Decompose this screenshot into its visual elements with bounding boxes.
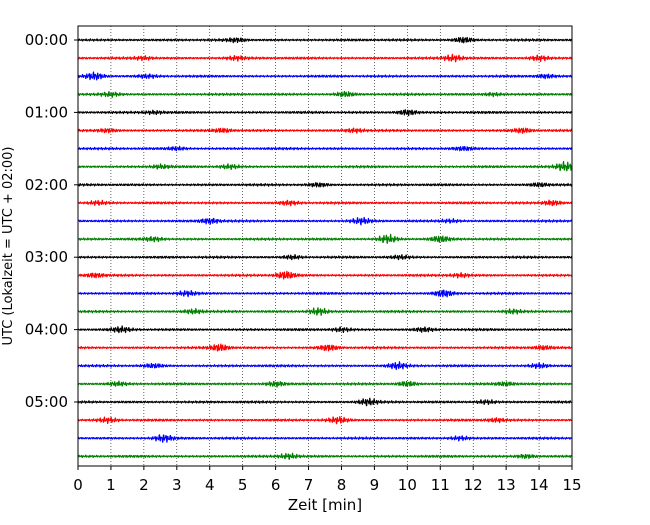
trace-0545: [77, 452, 573, 460]
x-tick-label-7: 7: [304, 476, 314, 494]
trace-0330: [77, 289, 573, 298]
x-tick-label-5: 5: [238, 476, 248, 494]
y-tick-label-5: 05:00: [25, 393, 68, 411]
trace-0045: [77, 90, 573, 98]
trace-0030: [77, 71, 573, 81]
trace-0200: [77, 182, 573, 188]
trace-layer: [77, 36, 573, 460]
y-tick-label-1: 01:00: [25, 103, 68, 121]
trace-0315: [77, 270, 573, 280]
y-tick-label-0: 00:00: [25, 31, 68, 49]
x-tick-label-14: 14: [530, 476, 549, 494]
x-tick-label-12: 12: [464, 476, 483, 494]
x-tick-label-9: 9: [370, 476, 380, 494]
trace-0215: [77, 199, 573, 207]
trace-0445: [77, 380, 573, 388]
trace-0400: [77, 325, 573, 334]
y-tick-label-4: 04:00: [25, 321, 68, 339]
x-tick-label-4: 4: [205, 476, 215, 494]
trace-0300: [77, 253, 573, 261]
trace-0515: [77, 416, 573, 425]
trace-0145: [77, 160, 573, 172]
trace-0430: [77, 361, 573, 371]
trace-0000: [77, 36, 573, 44]
x-tick-label-1: 1: [106, 476, 116, 494]
x-tick-label-3: 3: [172, 476, 182, 494]
x-tick-label-6: 6: [271, 476, 281, 494]
x-axis: 0 1 2 3 4 5 6 7 8 9 10 11 12 13 14 15: [73, 466, 582, 494]
y-axis: 00:00 01:00 02:00 03:00 04:00 05:00: [25, 31, 78, 411]
trace-0530: [77, 434, 573, 443]
trace-0245: [77, 233, 573, 244]
trace-0015: [77, 53, 573, 63]
trace-0415: [77, 343, 573, 352]
y-tick-label-3: 03:00: [25, 248, 68, 266]
x-tick-label-2: 2: [139, 476, 149, 494]
x-tick-label-13: 13: [497, 476, 516, 494]
trace-0230: [77, 216, 573, 226]
grid-layer: [110, 26, 540, 466]
y-tick-label-2: 02:00: [25, 176, 68, 194]
plot-frame: [77, 25, 573, 467]
plot-background: [78, 26, 572, 466]
x-tick-label-8: 8: [337, 476, 347, 494]
x-axis-label: Zeit [min]: [288, 496, 362, 514]
trace-0100: [77, 109, 573, 117]
x-tick-label-11: 11: [431, 476, 450, 494]
trace-0345: [77, 307, 573, 316]
trace-0115: [77, 127, 573, 134]
y-axis-label: UTC (Lokalzeit = UTC + 02:00): [1, 147, 16, 346]
x-tick-label-0: 0: [73, 476, 83, 494]
trace-0500: [77, 397, 573, 407]
trace-0130: [77, 145, 573, 152]
x-tick-label-15: 15: [562, 476, 581, 494]
x-tick-label-10: 10: [398, 476, 417, 494]
